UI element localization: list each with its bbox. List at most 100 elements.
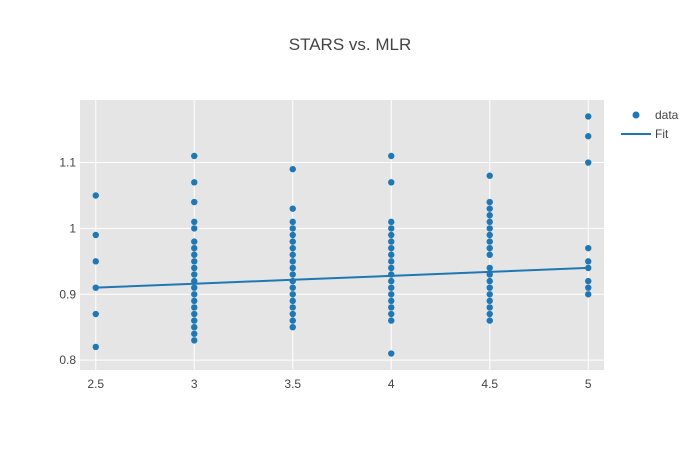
data-point — [388, 297, 395, 305]
data-point — [289, 317, 296, 324]
data-point — [191, 284, 198, 291]
x-tick-label: 3 — [191, 377, 198, 391]
chart-title: STARS vs. MLR — [289, 35, 411, 54]
data-point — [191, 225, 198, 232]
data-point — [191, 258, 198, 265]
data-point — [388, 258, 395, 265]
legend: data Fit — [621, 108, 679, 141]
data-point — [486, 225, 493, 232]
data-point — [191, 317, 198, 324]
data-point — [486, 212, 493, 219]
data-point — [388, 179, 395, 186]
data-point — [486, 271, 493, 278]
legend-label-fit: Fit — [655, 127, 669, 141]
data-point — [486, 277, 493, 285]
data-point — [388, 304, 395, 311]
data-point — [191, 330, 198, 337]
data-point — [191, 271, 198, 278]
data-point — [486, 291, 493, 298]
data-point — [585, 277, 592, 285]
data-point — [388, 310, 395, 318]
data-point — [388, 244, 395, 252]
fit-line — [95, 266, 589, 289]
data-point — [585, 133, 592, 140]
data-point — [388, 317, 395, 324]
data-point — [388, 238, 395, 245]
y-axis-ticks: 0.8 0.9 1 1.1 — [59, 156, 76, 368]
data-point — [289, 231, 296, 239]
data-point — [486, 284, 493, 291]
x-axis-ticks: 2.5 3 3.5 4 4.5 5 — [87, 377, 591, 391]
data-point — [388, 284, 395, 291]
data-point — [191, 218, 198, 226]
x-tick-label: 4 — [388, 377, 395, 391]
legend-marker-data — [632, 111, 640, 119]
data-point — [486, 317, 493, 324]
data-point — [191, 238, 198, 245]
legend-label-data: data — [655, 108, 679, 122]
data-point — [289, 324, 296, 331]
data-point — [585, 291, 592, 298]
data-point — [191, 337, 198, 344]
data-point — [289, 284, 296, 291]
data-point — [191, 244, 198, 252]
data-point — [388, 152, 395, 160]
data-point — [585, 284, 592, 291]
y-tick-label: 0.9 — [59, 287, 76, 301]
data-point — [289, 225, 296, 232]
data-point — [486, 198, 493, 206]
data-point — [486, 251, 493, 258]
x-tick-label: 2.5 — [87, 377, 104, 391]
data-point — [289, 310, 296, 318]
data-point — [289, 297, 296, 305]
data-point — [191, 251, 198, 258]
data-point — [289, 165, 296, 173]
data-point — [585, 258, 592, 265]
data-point — [191, 277, 198, 285]
plot-area — [80, 100, 604, 370]
data-point — [388, 231, 395, 239]
data-points-layer — [92, 113, 592, 357]
y-tick-label: 1.1 — [59, 156, 76, 170]
data-point — [388, 218, 395, 226]
data-point — [486, 297, 493, 305]
data-point — [486, 172, 493, 179]
data-point — [289, 291, 296, 298]
data-point — [289, 244, 296, 252]
data-point — [92, 310, 99, 318]
data-point — [388, 291, 395, 298]
data-point — [191, 310, 198, 318]
data-point — [486, 231, 493, 239]
data-point — [289, 271, 296, 278]
data-point — [92, 231, 99, 239]
data-point — [191, 198, 198, 206]
y-tick-label: 1 — [69, 221, 76, 235]
data-point — [191, 324, 198, 331]
legend-item-fit[interactable]: Fit — [621, 127, 669, 141]
legend-item-data[interactable]: data — [632, 108, 679, 122]
y-tick-label: 0.8 — [59, 353, 76, 367]
data-point — [289, 238, 296, 245]
fit-line-layer — [95, 266, 589, 289]
data-point — [289, 251, 296, 258]
data-point — [486, 264, 493, 272]
data-point — [585, 113, 592, 120]
data-point — [289, 304, 296, 311]
data-point — [388, 277, 395, 285]
data-point — [388, 271, 395, 278]
data-point — [486, 244, 493, 252]
x-tick-label: 3.5 — [284, 377, 301, 391]
data-point — [388, 225, 395, 232]
data-point — [585, 264, 592, 272]
data-point — [191, 291, 198, 298]
data-point — [92, 192, 99, 199]
data-point — [191, 179, 198, 186]
data-point — [486, 218, 493, 226]
data-point — [486, 205, 493, 212]
data-point — [486, 238, 493, 245]
data-point — [92, 343, 99, 351]
data-point — [191, 152, 198, 160]
data-point — [388, 251, 395, 258]
x-tick-label: 4.5 — [481, 377, 498, 391]
